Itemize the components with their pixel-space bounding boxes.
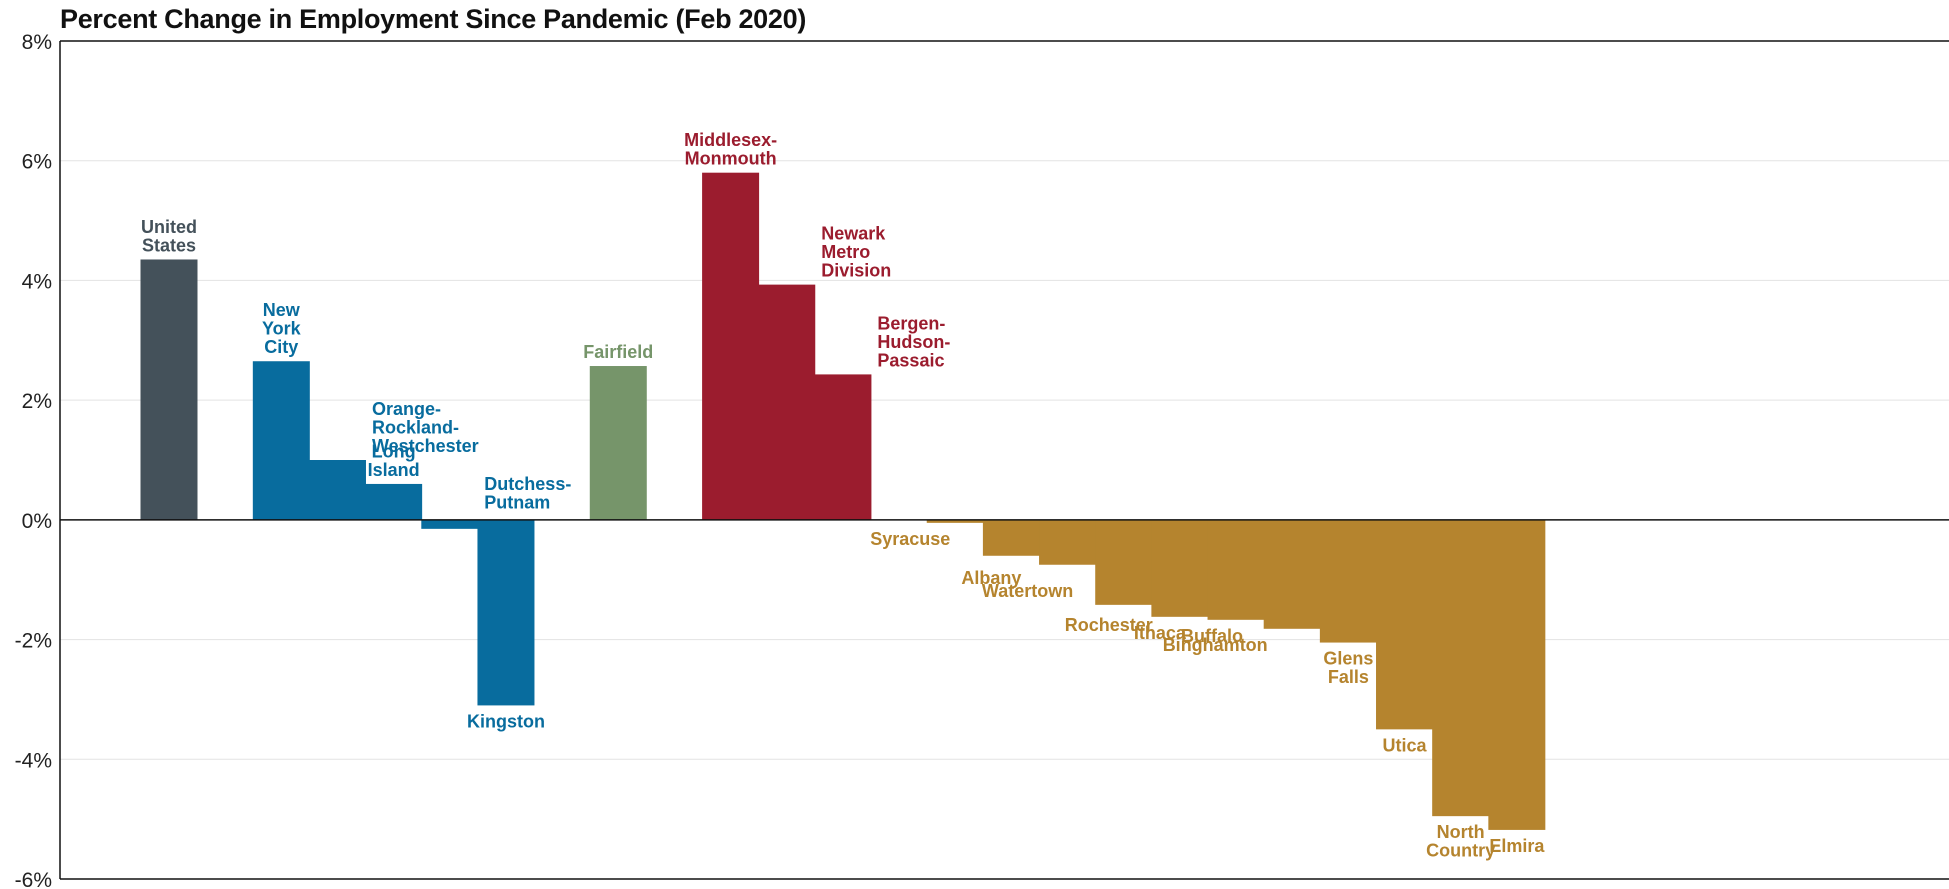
bar <box>1207 519 1265 620</box>
bar <box>1432 519 1490 817</box>
bar-label: Utica <box>1383 735 1428 755</box>
bar <box>1263 519 1321 629</box>
y-tick-label: 2% <box>22 390 52 413</box>
bar-label: City <box>264 337 298 357</box>
bar-label: United <box>141 217 197 237</box>
chart-title: Percent Change in Employment Since Pande… <box>60 4 807 34</box>
y-tick-label: -2% <box>15 630 52 653</box>
y-tick-label: -4% <box>15 749 52 772</box>
bars <box>140 172 1546 830</box>
bar-label: Division <box>821 261 891 281</box>
bar-label: Syracuse <box>870 529 950 549</box>
bar-label: Glens <box>1323 649 1373 669</box>
bar-label: Hudson- <box>877 332 950 352</box>
bar-label: Binghamton <box>1163 635 1268 655</box>
bar-label: Fairfield <box>583 342 653 362</box>
bar <box>926 519 984 523</box>
bar-label: Buffalo <box>1181 626 1243 646</box>
bar-labels: UnitedStatesNewYorkCityOrange-Rockland-W… <box>141 130 1545 860</box>
bar-label: Long <box>372 441 416 461</box>
bar <box>1376 519 1434 730</box>
y-tick-label: 0% <box>22 510 52 533</box>
bar <box>140 259 198 520</box>
bar-label: North <box>1437 822 1485 842</box>
y-tick-label: 8% <box>22 31 52 54</box>
bar-label: Kingston <box>467 711 545 731</box>
bar <box>982 519 1040 556</box>
bar-label: Putnam <box>484 492 550 512</box>
bar <box>1319 519 1377 643</box>
bar <box>1095 519 1153 605</box>
bar-label: Watertown <box>982 581 1073 601</box>
bar <box>1488 519 1546 830</box>
bar-label: Island <box>368 460 420 480</box>
bar <box>308 460 366 520</box>
bar-label: Rochester <box>1065 615 1153 635</box>
y-tick-label: 4% <box>22 270 52 293</box>
bar-label: Albany <box>961 568 1021 588</box>
bar-label: New <box>263 300 301 320</box>
bar-label: Dutchess- <box>484 474 571 494</box>
bar <box>1039 519 1097 565</box>
bar <box>252 361 310 520</box>
bar <box>421 519 479 529</box>
bar-label: Bergen- <box>877 313 945 333</box>
bar-label: Elmira <box>1489 836 1545 856</box>
bar-label: Orange- <box>372 399 441 419</box>
bar <box>589 366 647 520</box>
bar-label: Middlesex- <box>684 130 777 150</box>
bar-label: Metro <box>821 242 870 262</box>
gridlines <box>60 40 1949 760</box>
bar-label: York <box>262 319 302 339</box>
bar-label: Monmouth <box>685 149 777 169</box>
bar <box>758 284 816 520</box>
bar <box>702 172 760 520</box>
bar <box>814 374 872 520</box>
bar-label: Newark <box>821 224 886 244</box>
bar-label: Rockland- <box>372 418 459 438</box>
bar <box>365 483 423 520</box>
bar-label: Country <box>1426 841 1495 861</box>
bar-label: Ithaca <box>1134 623 1187 643</box>
bar-label: Passaic <box>877 350 944 370</box>
y-tick-label: 6% <box>22 151 52 174</box>
y-tick-label: -6% <box>15 869 52 889</box>
axes: 8% 6% 4% 2% 0% -2% -4% -6% <box>15 31 1949 889</box>
bar-label: Falls <box>1328 667 1369 687</box>
bar <box>1151 519 1209 617</box>
bar-label: Westchester <box>372 436 479 456</box>
bar-label: States <box>142 235 196 255</box>
bar <box>477 519 535 706</box>
